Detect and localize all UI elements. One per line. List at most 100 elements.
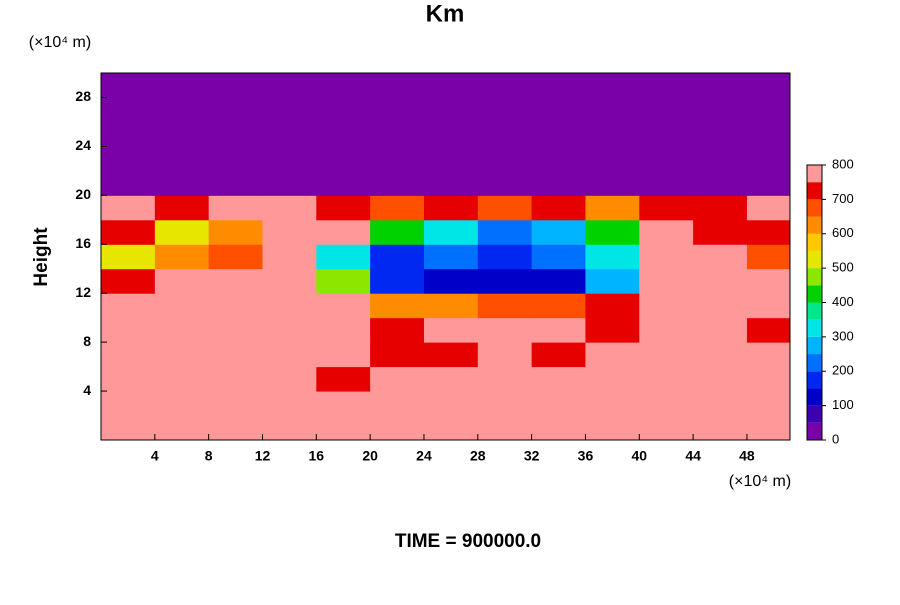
cell: [423, 293, 479, 319]
cell: [262, 342, 317, 368]
cell: [531, 366, 586, 392]
x-tick-label: 44: [685, 448, 701, 464]
cell: [585, 366, 640, 392]
colorbar-tick-label: 400: [832, 294, 854, 309]
cell: [316, 146, 371, 172]
cell: [154, 293, 210, 319]
cell: [262, 97, 317, 123]
cell: [154, 317, 210, 343]
cell: [531, 342, 586, 368]
cell: [316, 268, 371, 294]
cell: [316, 366, 371, 392]
cell: [208, 317, 263, 343]
colorbar-tick-label: 0: [832, 431, 839, 446]
colorbar-band: [807, 422, 822, 440]
cell: [746, 73, 790, 98]
cell: [746, 146, 790, 172]
cell: [477, 366, 533, 392]
cell: [693, 73, 748, 98]
cell: [531, 97, 586, 123]
cell: [101, 73, 156, 98]
colorbar-band: [807, 165, 822, 183]
cell: [208, 146, 263, 172]
y-tick-label: 8: [83, 333, 91, 349]
x-unit: (×10⁴ m): [729, 473, 791, 490]
cell: [316, 317, 371, 343]
cell: [154, 342, 210, 368]
cell: [154, 97, 210, 123]
cell: [531, 170, 586, 196]
x-tick-label: 4: [151, 448, 159, 464]
cell: [639, 317, 694, 343]
cell: [477, 244, 533, 270]
cell: [639, 121, 694, 147]
cell: [585, 391, 640, 417]
cell: [101, 146, 156, 172]
x-tick-label: 24: [416, 448, 432, 464]
colorbar-band: [807, 319, 822, 337]
colorbar-tick-label: 200: [832, 363, 854, 378]
cell: [477, 170, 533, 196]
cell: [370, 342, 425, 368]
cell: [585, 293, 640, 319]
x-tick-label: 36: [578, 448, 594, 464]
cell: [693, 293, 748, 319]
cell: [154, 219, 210, 245]
cell: [477, 121, 533, 147]
cell: [423, 268, 479, 294]
cell: [693, 317, 748, 343]
cell: [693, 97, 748, 123]
x-tick-label: 32: [524, 448, 540, 464]
cell: [585, 146, 640, 172]
cell: [370, 195, 425, 221]
cell: [101, 268, 156, 294]
cell: [746, 366, 790, 392]
cell: [746, 293, 790, 319]
cell: [585, 244, 640, 270]
cell: [208, 244, 263, 270]
colorbar-band: [807, 268, 822, 286]
cell: [693, 366, 748, 392]
cell: [746, 244, 790, 270]
cell: [262, 244, 317, 270]
cell: [639, 366, 694, 392]
cell: [208, 219, 263, 245]
x-tick-label: 8: [205, 448, 213, 464]
cell: [639, 97, 694, 123]
cell: [477, 97, 533, 123]
cell: [639, 268, 694, 294]
y-tick-label: 16: [75, 235, 91, 251]
y-tick-label: 28: [75, 88, 91, 104]
cell: [208, 97, 263, 123]
cell: [262, 170, 317, 196]
cell: [423, 97, 479, 123]
cell: [208, 268, 263, 294]
cell: [154, 146, 210, 172]
cell: [316, 73, 371, 98]
cell: [423, 391, 479, 417]
cell: [370, 219, 425, 245]
x-tick-label: 40: [631, 448, 647, 464]
cell: [370, 391, 425, 417]
cell: [477, 293, 533, 319]
cell: [531, 391, 586, 417]
colorbar-band: [807, 405, 822, 423]
cell: [154, 244, 210, 270]
cell: [262, 391, 317, 417]
cell: [423, 366, 479, 392]
cell: [423, 121, 479, 147]
colorbar-tick-label: 800: [832, 156, 854, 171]
cell: [316, 244, 371, 270]
cell: [423, 146, 479, 172]
cell: [585, 170, 640, 196]
cell: [262, 121, 317, 147]
cell: [585, 268, 640, 294]
cell: [423, 342, 479, 368]
cell: [423, 219, 479, 245]
cell: [370, 415, 425, 440]
cell: [639, 342, 694, 368]
cell: [531, 293, 586, 319]
cell: [477, 146, 533, 172]
cell: [101, 170, 156, 196]
